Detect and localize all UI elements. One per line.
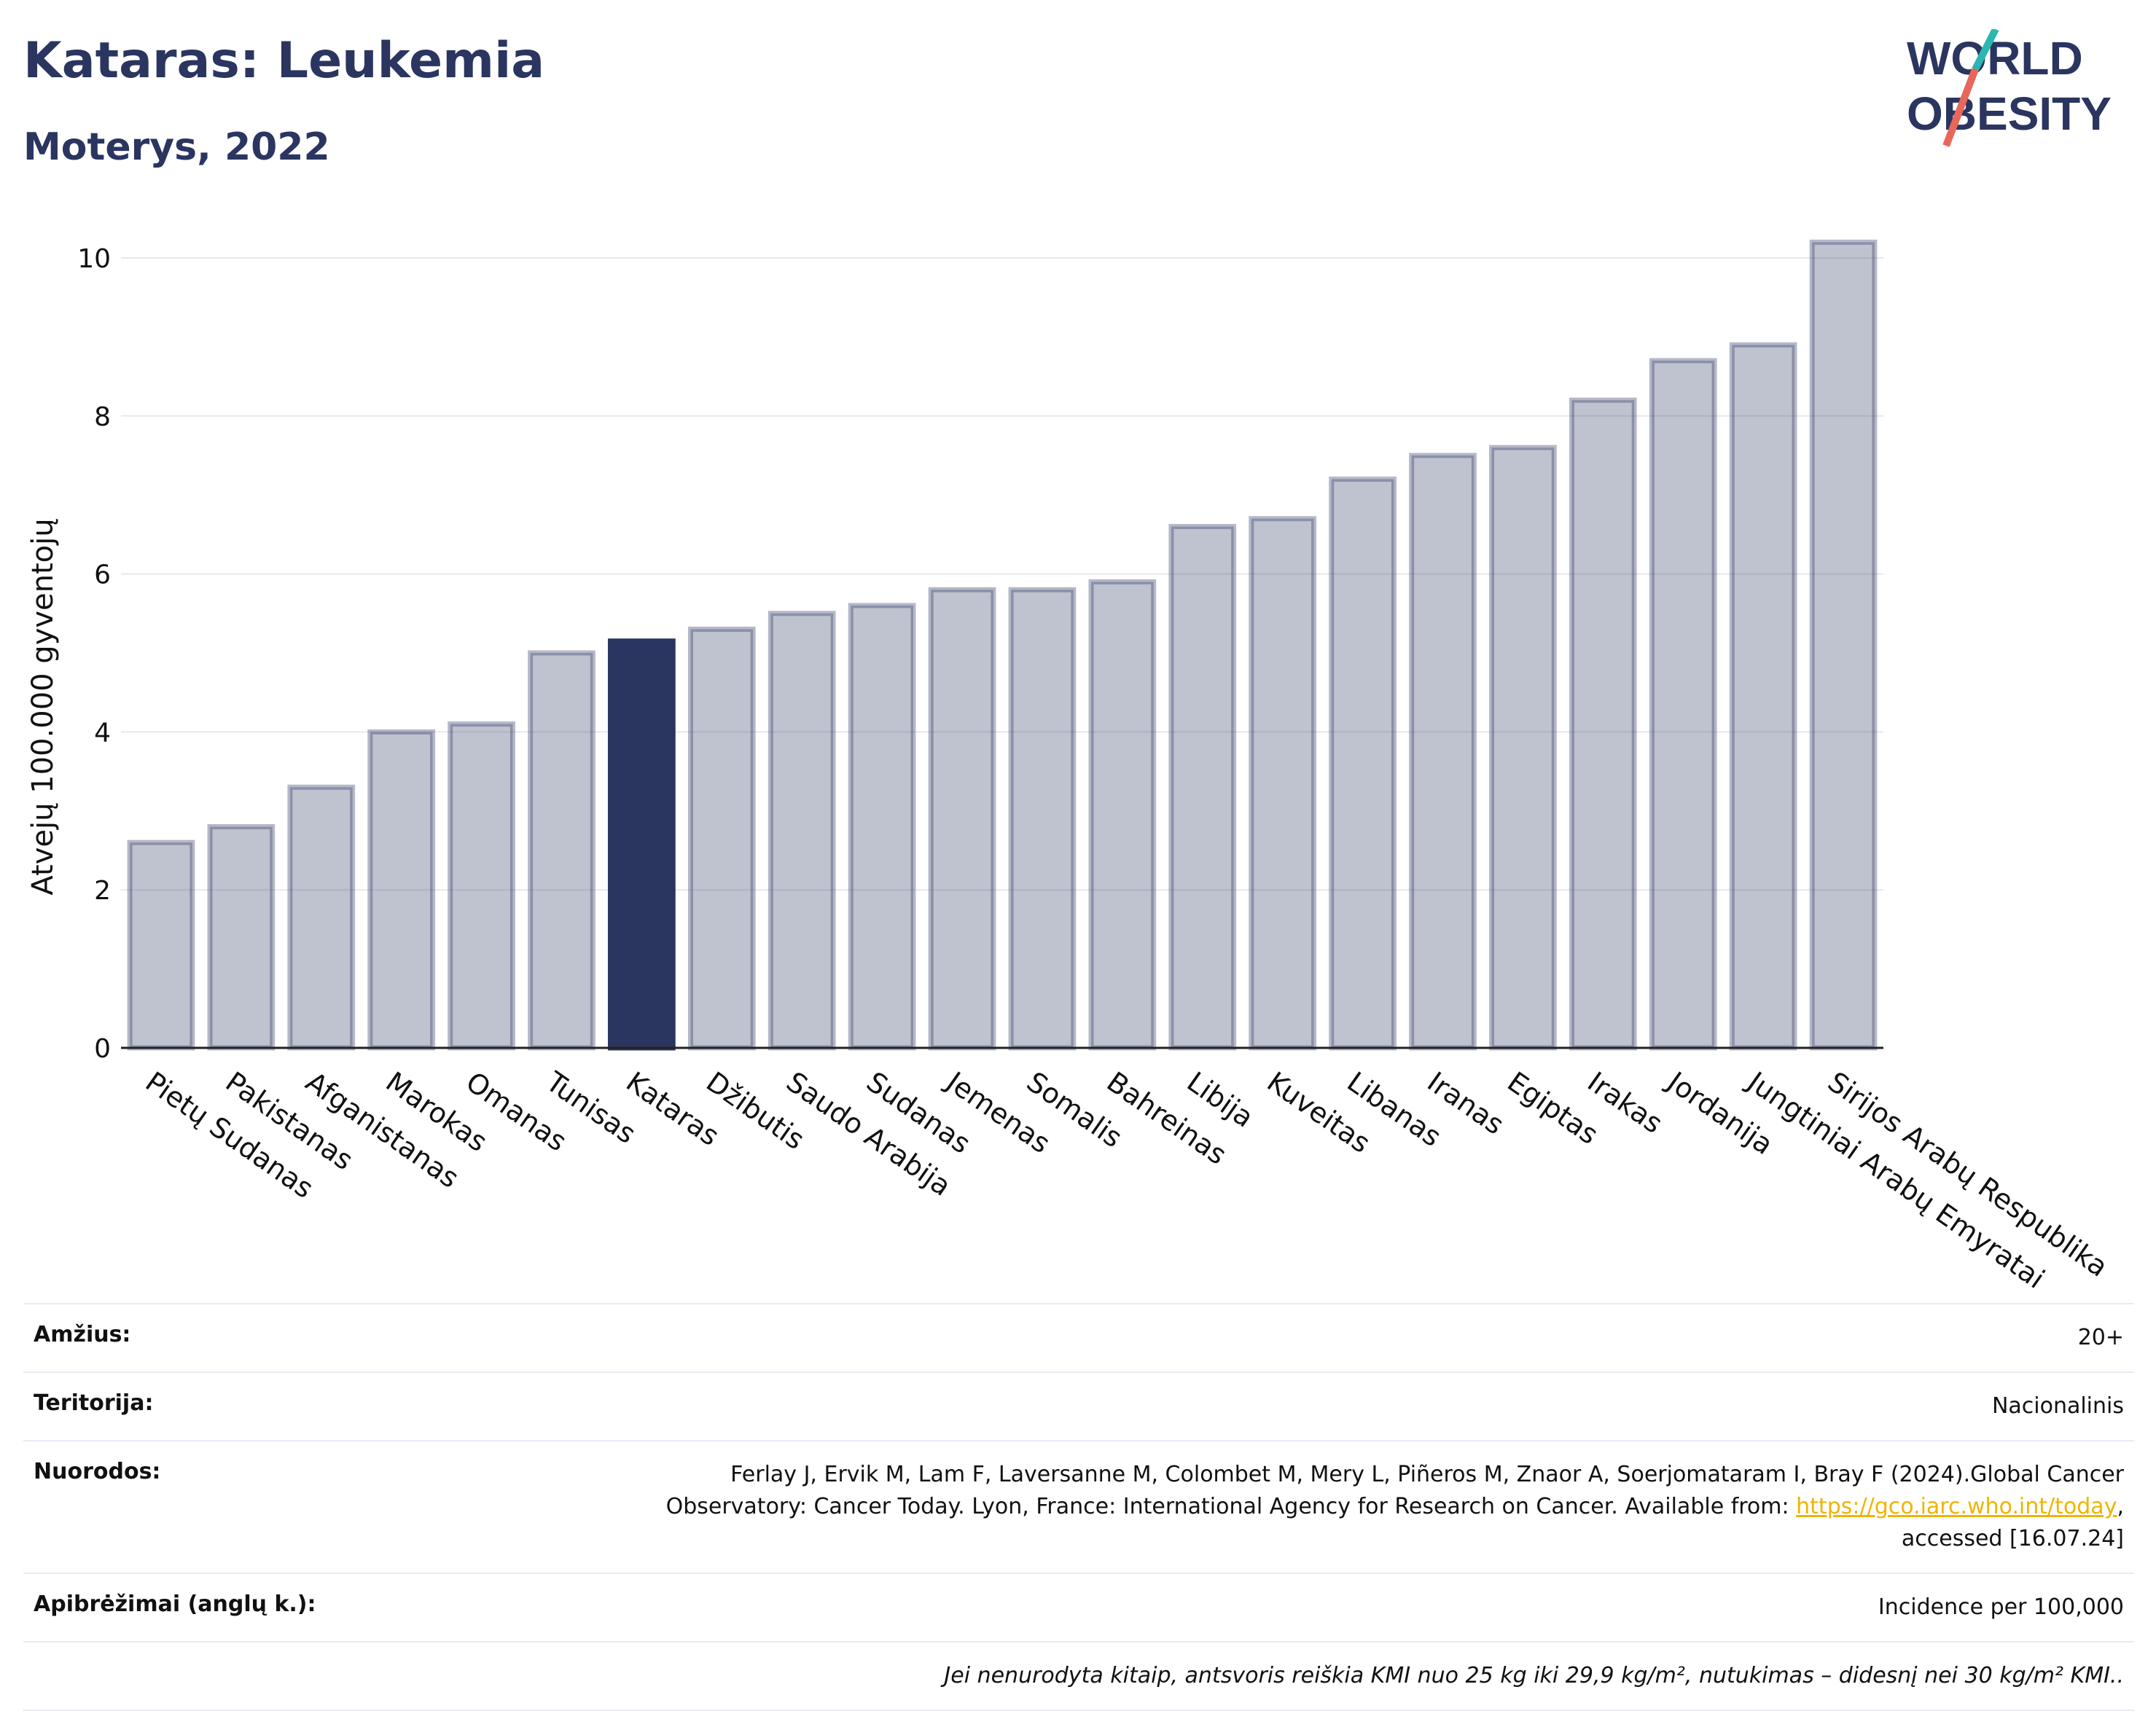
meta-row-references: Nuorodos: Ferlay J, Ervik M, Lam F, Lave… <box>23 1440 2134 1573</box>
bar <box>1489 445 1557 1051</box>
bar <box>768 611 836 1051</box>
references-link[interactable]: https://gco.iarc.who.int/today <box>1796 1494 2117 1519</box>
bar <box>1809 239 1878 1051</box>
meta-row-age: Amžius: 20+ <box>23 1303 2134 1371</box>
bar <box>1329 477 1397 1051</box>
y-tick-label: 4 <box>94 718 111 748</box>
bars <box>127 239 1878 1051</box>
bar <box>1088 579 1157 1051</box>
meta-row-territory: Teritorija: Nacionalinis <box>23 1371 2134 1440</box>
y-tick-label: 0 <box>94 1034 111 1064</box>
metadata-table: Amžius: 20+ Teritorija: Nacionalinis Nuo… <box>23 1303 2134 1711</box>
bar <box>367 729 436 1051</box>
bar <box>448 721 515 1051</box>
y-tick-label: 2 <box>94 876 111 906</box>
bar <box>1729 342 1797 1051</box>
definitions-value: Incidence per 100,000 <box>1878 1594 2124 1620</box>
references-text-1: Ferlay J, Ervik M, Lam F, Laversanne M, … <box>730 1462 2124 1487</box>
bar <box>1249 516 1317 1051</box>
grid-lines <box>121 257 1883 891</box>
logo-slash-teal <box>1972 29 1999 71</box>
y-tick-labels: 0 2 4 6 8 10 <box>77 244 111 1064</box>
meta-row-footnote: Jei nenurodyta kitaip, antsvoris reiškia… <box>23 1641 2134 1711</box>
chart-title: Kataras: Leukemia <box>23 32 545 90</box>
logo-slash-red <box>1942 68 1979 147</box>
x-tick-labels: Pietų SudanasPakistanasAfganistanasMarok… <box>140 1065 2114 1295</box>
chart-subtitle: Moterys, 2022 <box>23 125 330 169</box>
references-label: Nuorodos: <box>34 1459 161 1484</box>
y-tick-label: 8 <box>94 402 111 432</box>
meta-row-definitions: Apibrėžimai (anglų k.): Incidence per 10… <box>23 1573 2134 1641</box>
bar <box>848 603 916 1051</box>
territory-label: Teritorija: <box>34 1390 154 1416</box>
bar <box>1008 587 1077 1051</box>
footnote: Jei nenurodyta kitaip, antsvoris reiškia… <box>944 1663 2124 1688</box>
y-tick-label: 6 <box>94 560 111 590</box>
x-tick-label: Egiptas <box>1501 1065 1604 1151</box>
logo-line-1: WORLD <box>1907 32 2083 85</box>
references-value: Ferlay J, Ervik M, Lam F, Laversanne M, … <box>666 1459 2124 1555</box>
bar-highlight <box>608 638 676 1051</box>
age-value: 20+ <box>2077 1325 2124 1350</box>
bar <box>1168 524 1237 1051</box>
territory-value: Nacionalinis <box>1991 1393 2124 1419</box>
y-axis-label: Atvejų 100.000 gyventojų <box>26 518 60 895</box>
references-text-3: , <box>2117 1494 2124 1519</box>
references-text-2: Observatory: Cancer Today. Lyon, France:… <box>665 1494 1797 1519</box>
bar <box>127 839 195 1051</box>
references-text-4: accessed [16.07.24] <box>1901 1526 2124 1551</box>
logo-line-2: OBESITY <box>1907 87 2112 140</box>
age-label: Amžius: <box>34 1322 131 1347</box>
bar <box>1649 358 1717 1051</box>
bar <box>1569 397 1637 1051</box>
bar <box>528 650 595 1051</box>
bar <box>207 823 276 1051</box>
bar <box>928 587 996 1051</box>
bar <box>1409 453 1477 1051</box>
definitions-label: Apibrėžimai (anglų k.): <box>34 1591 316 1617</box>
bar <box>687 626 756 1051</box>
world-obesity-logo: WORLD OBESITY <box>1907 29 2112 147</box>
bar <box>287 784 356 1051</box>
y-tick-label: 10 <box>77 244 111 274</box>
bar-chart: 0 2 4 6 8 10 Pietų SudanasPakistanasAfganista… <box>26 239 2114 1295</box>
